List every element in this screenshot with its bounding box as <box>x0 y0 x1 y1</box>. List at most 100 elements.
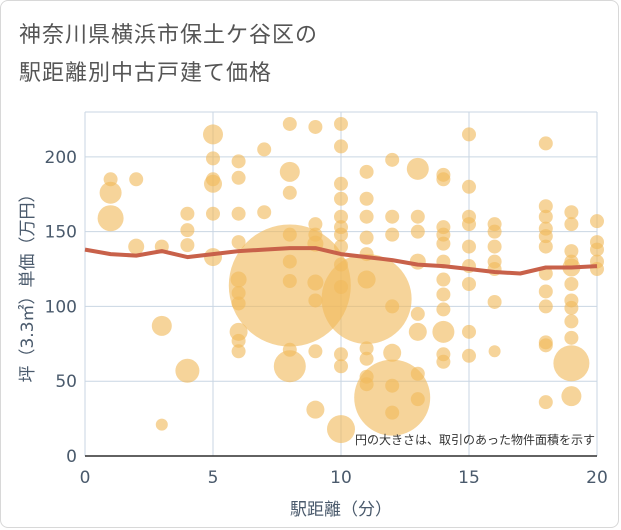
bubble-point <box>462 239 476 254</box>
bubble-point <box>359 377 374 392</box>
bubble-point <box>436 302 451 317</box>
bubble-point <box>487 239 502 254</box>
bubble-point <box>231 206 246 221</box>
bubble-point <box>180 238 195 253</box>
bubble-point <box>307 274 324 291</box>
bubble-point <box>97 205 124 232</box>
chart-title-line1: 神奈川県横浜市保土ケ谷区の <box>19 23 319 48</box>
bubble-point <box>359 164 374 179</box>
bubble-point <box>564 300 579 315</box>
bubble-point <box>564 217 579 232</box>
bubble-point <box>357 270 376 289</box>
y-axis-ticks: 0 50 100 150 200 <box>45 148 77 467</box>
bubble-point <box>282 342 297 357</box>
bubble-point <box>553 345 590 382</box>
bubble-point <box>564 254 579 269</box>
bubble-point <box>410 209 425 224</box>
bubble-point <box>538 299 553 314</box>
bubble-point <box>334 347 348 362</box>
bubble-point <box>334 239 348 254</box>
bubble-point <box>282 254 297 269</box>
bubble-point <box>128 238 145 255</box>
bubble-point <box>308 227 323 242</box>
bubble-point <box>203 124 223 145</box>
bubble-point <box>231 296 246 311</box>
bubble-point <box>385 299 400 314</box>
bubble-size-note: 円の大きさは、取引のあった物件面積を示す <box>355 432 595 447</box>
bubble-point <box>308 217 323 232</box>
bubble-point <box>538 136 553 151</box>
bubble-point <box>462 324 476 339</box>
bubble-point <box>334 176 348 191</box>
bubble-point <box>206 151 220 166</box>
bubble-point <box>462 127 476 142</box>
bubble-point <box>279 161 300 182</box>
bubble-point <box>282 116 297 131</box>
bubble-point <box>590 262 604 277</box>
bubble-point <box>487 294 502 309</box>
bubble-point <box>321 253 412 344</box>
bubble-point <box>564 205 579 220</box>
bubble-point <box>538 229 553 244</box>
bubble-point <box>334 359 348 374</box>
x-tick-label: 15 <box>458 468 480 488</box>
chart-title-line2: 駅距離別中古戸建て価格 <box>19 61 273 86</box>
bubble-point <box>564 277 579 291</box>
bubble-point <box>327 415 355 444</box>
bubble-point <box>359 191 374 206</box>
bubble-point <box>151 315 172 336</box>
bubble-point <box>385 378 400 393</box>
bubble-point <box>99 181 122 204</box>
bubble-point <box>230 271 247 288</box>
trend-line <box>84 246 598 276</box>
bubble-point <box>538 199 553 214</box>
bubble-point <box>359 209 374 224</box>
bubble-point <box>409 253 426 270</box>
y-tick-label: 50 <box>55 372 77 392</box>
bubble-point <box>410 366 425 381</box>
bubble-point <box>308 293 323 308</box>
bubble-point <box>383 343 402 362</box>
bubble-point <box>436 172 451 187</box>
bubble-point <box>231 154 246 169</box>
bubble-point <box>334 191 348 206</box>
bubble-point <box>231 285 246 300</box>
bubble-point <box>257 205 272 220</box>
bubble-point <box>180 206 195 221</box>
bubble-point <box>538 284 553 299</box>
bubble-point <box>385 152 400 167</box>
x-axis-ticks: 0 5 10 15 20 <box>80 468 608 488</box>
bubble-point <box>282 185 297 200</box>
bubble-point <box>206 206 220 221</box>
bubble-point <box>231 333 246 348</box>
bubble-point <box>564 244 579 259</box>
bubble-point <box>273 350 306 383</box>
x-tick-label: 0 <box>80 468 91 488</box>
bubble-point <box>359 341 374 356</box>
bubble-point <box>282 227 297 242</box>
bubble-point <box>410 224 425 239</box>
bubble-point <box>308 119 323 134</box>
y-axis-title: 坪（3.3㎡）単価（万円） <box>18 185 38 382</box>
bubble-point <box>488 345 501 358</box>
bubble-point <box>206 172 220 187</box>
bubble-point <box>406 157 429 180</box>
bubble-point <box>462 217 476 232</box>
bubble-point <box>334 279 348 294</box>
bubble-point <box>334 139 348 154</box>
bubble-point <box>175 358 200 383</box>
bubble-point <box>436 354 451 369</box>
bubble-point <box>359 230 374 245</box>
bubble-point <box>408 322 427 341</box>
bubble-point <box>257 142 272 157</box>
bubble-point <box>103 172 118 187</box>
bubble-point <box>436 272 451 287</box>
bubble-point <box>231 170 246 185</box>
bubble-point <box>538 239 553 254</box>
bubble-point <box>410 306 425 321</box>
bubble-point <box>231 235 246 250</box>
bubbles <box>97 116 604 444</box>
bubble-point <box>432 320 455 343</box>
bubble-point <box>564 314 579 329</box>
